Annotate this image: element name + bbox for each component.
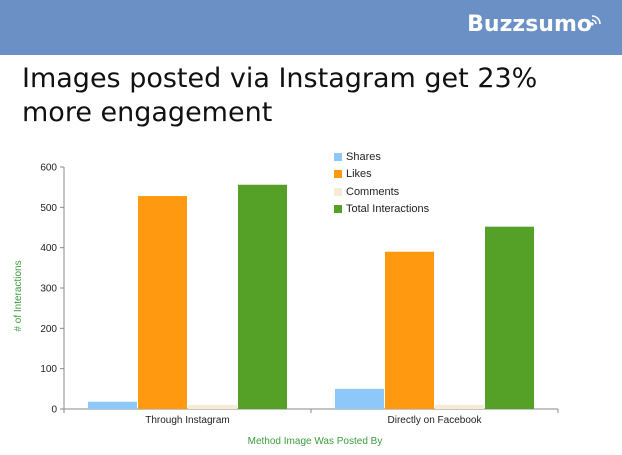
header-bar [0, 0, 622, 55]
legend-label: Comments [346, 185, 400, 198]
page-headline: Images posted via Instagram get 23% more… [22, 63, 538, 128]
legend-swatch [334, 170, 342, 179]
bar-chart: 0 100 200 300 400 500 600 Through Instagram Dire… [13, 163, 559, 447]
y-tick-label: 100 [40, 364, 57, 375]
bar-comments [435, 404, 484, 409]
bar-shares [88, 401, 137, 409]
legend-item: Shares [334, 148, 429, 166]
y-tick-label: 200 [40, 324, 57, 335]
x-tick-label: Through Instagram [145, 415, 230, 426]
y-tick-label: 0 [51, 405, 57, 416]
x-axis-title: Method Image Was Posted By [248, 436, 383, 447]
y-axis-title: # of Interactions [13, 260, 24, 331]
x-tick-label: Directly on Facebook [388, 415, 483, 426]
bar-likes [385, 251, 434, 409]
y-tick-label: 600 [40, 163, 57, 174]
y-tick-label: 500 [40, 203, 57, 214]
legend-label: Likes [346, 168, 372, 181]
bar-comments [188, 404, 237, 409]
bar-total-interactions [238, 184, 287, 409]
bar-total-interactions [485, 226, 534, 409]
legend-label: Total Interactions [346, 203, 430, 216]
legend-label: Shares [346, 150, 381, 163]
brand-logo-text: Buzzsumo [467, 12, 592, 37]
legend-item: Total Interactions [334, 201, 429, 219]
y-tick-label: 300 [40, 284, 57, 295]
legend-item: Likes [334, 166, 429, 184]
legend-swatch [334, 187, 342, 196]
bar-likes [138, 196, 187, 409]
signal-waves-icon [590, 15, 601, 26]
legend-item: Comments [334, 183, 429, 201]
legend-swatch [334, 152, 342, 161]
bar-shares [335, 388, 384, 409]
legend-swatch [334, 205, 342, 214]
y-tick-label: 400 [40, 243, 57, 254]
chart-legend: Shares Likes Comments Total Interactions [334, 148, 429, 218]
